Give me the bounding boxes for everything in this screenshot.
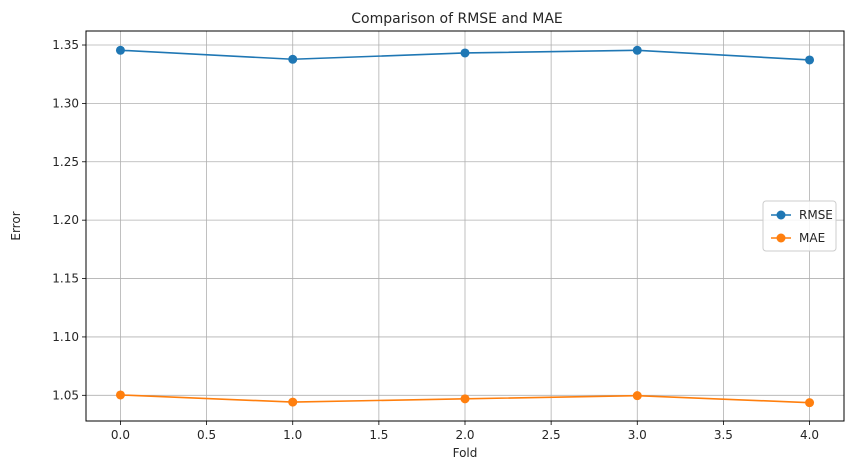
x-tick-label: 3.0 — [628, 428, 647, 442]
x-tick-label: 1.0 — [283, 428, 302, 442]
legend: RMSE MAE — [762, 200, 837, 252]
x-tick-label: 2.0 — [455, 428, 474, 442]
x-tick-label: 1.5 — [369, 428, 388, 442]
x-tick-label: 4.0 — [800, 428, 819, 442]
y-axis-ticks: 1.05 1.10 1.15 1.20 1.25 1.30 1.35 — [52, 38, 86, 402]
y-tick-label: 1.30 — [52, 96, 79, 110]
data-point-mae — [805, 398, 815, 408]
data-point-rmse — [460, 48, 470, 58]
data-point-mae — [288, 397, 298, 407]
y-tick-label: 1.05 — [52, 388, 79, 402]
y-tick-label: 1.35 — [52, 38, 79, 52]
x-axis-label: Fold — [453, 446, 478, 460]
data-point-rmse — [115, 45, 125, 55]
data-point-mae — [115, 390, 125, 400]
legend-marker-rmse — [776, 210, 786, 220]
data-point-rmse — [805, 55, 815, 65]
y-tick-label: 1.10 — [52, 330, 79, 344]
series-rmse — [115, 45, 815, 65]
legend-marker-mae — [776, 233, 786, 243]
x-tick-label: 0.0 — [111, 428, 130, 442]
x-tick-label: 3.5 — [714, 428, 733, 442]
chart-title: Comparison of RMSE and MAE — [351, 11, 563, 27]
x-axis-ticks: 0.0 0.5 1.0 1.5 2.0 2.5 3.0 3.5 4.0 — [111, 421, 819, 442]
x-tick-label: 0.5 — [197, 428, 216, 442]
y-tick-label: 1.15 — [52, 272, 79, 286]
data-point-mae — [632, 391, 642, 401]
data-point-mae — [460, 394, 470, 404]
data-point-rmse — [288, 54, 298, 64]
y-axis-label: Error — [9, 211, 23, 240]
legend-label-mae: MAE — [799, 231, 825, 245]
y-tick-label: 1.20 — [52, 213, 79, 227]
series-layer — [115, 45, 815, 408]
series-mae — [115, 390, 815, 408]
data-point-rmse — [632, 45, 642, 55]
x-tick-label: 2.5 — [542, 428, 561, 442]
legend-label-rmse: RMSE — [799, 208, 833, 222]
y-tick-label: 1.25 — [52, 155, 79, 169]
